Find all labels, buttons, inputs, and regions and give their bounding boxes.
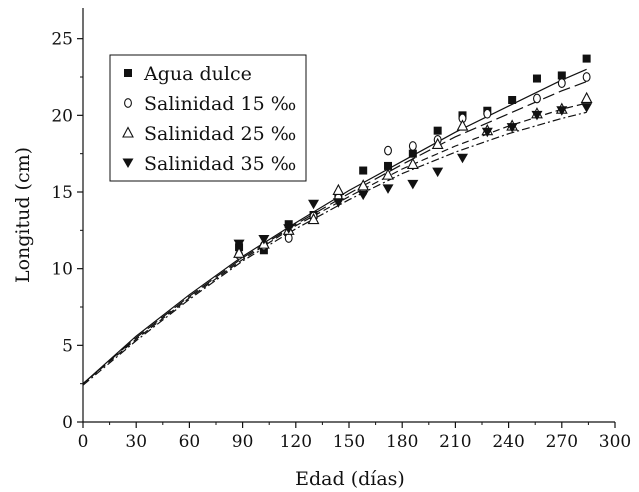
legend-box <box>109 54 307 182</box>
data-point-3 <box>456 119 469 131</box>
data-point-4 <box>258 235 270 245</box>
x-tick-label: 180 <box>386 432 418 452</box>
legend-marker-4 <box>122 158 134 168</box>
data-point-2 <box>284 233 293 243</box>
y-tick-label: 5 <box>62 336 73 356</box>
data-point-4 <box>506 123 518 133</box>
y-ticks: 0 5 10 15 20 25 <box>51 30 83 433</box>
legend: Agua dulce Salinidad 15 ‰ Salinidad 25 ‰ Sa… <box>109 54 307 182</box>
fit-line-2 <box>82 81 587 385</box>
data-point-1 <box>557 71 566 80</box>
data-point-4 <box>283 224 295 234</box>
data-point-1 <box>408 149 417 158</box>
data-point-4 <box>556 106 568 116</box>
data-points <box>233 54 593 260</box>
data-point-4 <box>308 199 320 210</box>
y-tick-label: 15 <box>51 183 73 203</box>
data-point-3 <box>406 157 419 169</box>
data-point-3 <box>382 168 394 180</box>
data-point-3 <box>357 179 370 191</box>
data-point-3 <box>332 183 345 196</box>
x-tick-label: 120 <box>280 432 312 452</box>
data-point-1 <box>433 126 442 135</box>
x-tick-label: 210 <box>439 432 471 452</box>
legend-label-4: Salinidad 35 ‰ <box>144 153 296 175</box>
legend-marker-3 <box>122 126 134 138</box>
x-tick-label: 60 <box>179 432 201 452</box>
data-point-4 <box>481 127 493 138</box>
x-tick-label: 270 <box>546 432 578 452</box>
data-point-1 <box>508 96 517 104</box>
data-point-4 <box>531 110 543 121</box>
data-point-4 <box>233 239 245 250</box>
fit-line-3 <box>82 102 587 385</box>
x-tick-label: 30 <box>125 432 147 452</box>
data-point-1 <box>359 166 368 175</box>
data-point-4 <box>432 167 444 178</box>
data-point-1 <box>532 74 541 83</box>
data-point-2 <box>557 78 566 88</box>
axes: 0 30 60 90 120 150 180 210 240 270 300 0 5 10 15 20 25 <box>51 8 631 452</box>
y-axis-label: Longitud (cm) <box>12 147 34 283</box>
legend-marker-1 <box>124 69 132 77</box>
legend-label-3: Salinidad 25 ‰ <box>144 123 296 145</box>
x-tick-label: 0 <box>78 432 89 452</box>
data-point-4 <box>407 179 419 190</box>
data-point-4 <box>357 190 369 201</box>
data-point-4 <box>382 184 394 194</box>
data-point-2 <box>483 108 492 119</box>
x-tick-label: 240 <box>492 432 524 452</box>
data-point-2 <box>533 93 541 104</box>
x-tick-label: 90 <box>232 432 254 452</box>
data-point-3 <box>580 91 593 104</box>
legend-marker-2 <box>124 98 132 108</box>
fit-line-4 <box>82 111 587 386</box>
fit-lines <box>82 68 587 386</box>
data-point-4 <box>332 198 344 208</box>
data-point-2 <box>582 72 591 82</box>
x-axis-label: Edad (días) <box>295 468 405 490</box>
x-tick-label: 300 <box>599 432 631 452</box>
data-point-2 <box>408 141 417 151</box>
data-point-3 <box>233 246 245 258</box>
x-ticks: 0 30 60 90 120 150 180 210 240 270 300 <box>78 422 631 452</box>
fit-line-1 <box>82 68 587 385</box>
x-tick-label: 150 <box>333 432 365 452</box>
data-point-4 <box>456 153 468 164</box>
y-tick-label: 25 <box>51 30 73 50</box>
y-tick-label: 10 <box>51 260 73 280</box>
data-point-2 <box>384 145 392 156</box>
data-point-1 <box>582 54 591 63</box>
legend-label-1: Agua dulce <box>143 63 252 85</box>
y-tick-label: 0 <box>62 413 73 433</box>
data-point-1 <box>384 161 393 170</box>
data-point-3 <box>431 137 444 150</box>
y-tick-label: 20 <box>51 106 73 126</box>
legend-label-2: Salinidad 15 ‰ <box>144 93 296 115</box>
data-point-3 <box>307 212 320 225</box>
data-point-4 <box>581 103 593 113</box>
